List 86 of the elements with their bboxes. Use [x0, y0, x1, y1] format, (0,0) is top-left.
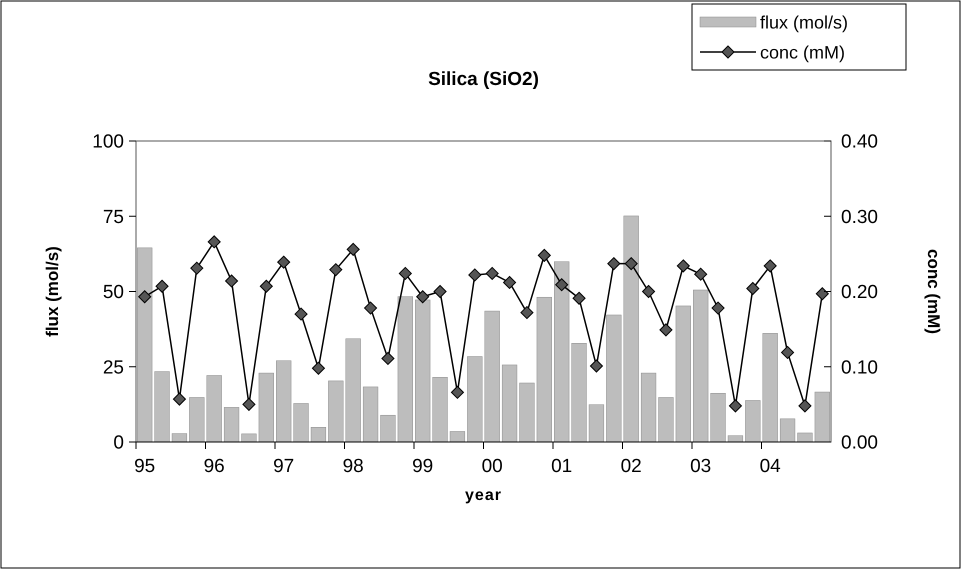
y2-tick-label: 0.30 [841, 206, 878, 228]
point [572, 292, 586, 305]
y-tick-label: 50 [102, 282, 124, 304]
bar [676, 306, 691, 442]
point [468, 268, 482, 282]
point [138, 290, 152, 304]
bar [624, 216, 639, 442]
point [486, 266, 499, 280]
point [728, 399, 742, 412]
point [450, 386, 464, 399]
point [642, 285, 656, 298]
point [434, 285, 447, 298]
y-tick-label: 100 [92, 132, 124, 153]
y2-tick-label: 0.10 [841, 357, 878, 378]
point [555, 278, 568, 292]
bar [693, 290, 708, 442]
bar [762, 333, 778, 442]
point [277, 256, 290, 269]
x-axis-title: year [465, 487, 502, 504]
y-tick-label: 75 [102, 206, 124, 228]
y2-tick-label: 0.20 [841, 282, 878, 304]
point [329, 263, 342, 276]
point [190, 262, 204, 275]
point [624, 257, 638, 270]
x-tick-label: 98 [342, 456, 364, 477]
x-tick-label: 95 [134, 456, 156, 477]
bar [415, 300, 430, 442]
bar [398, 296, 413, 442]
x-tick-label: 04 [760, 456, 782, 477]
x-tick-label: 02 [620, 456, 642, 477]
bar [328, 380, 344, 442]
point [659, 323, 672, 336]
bar [536, 296, 552, 442]
point [156, 280, 169, 293]
y2-tick-label: 0.40 [841, 132, 878, 153]
legend-label: flux (mol/s) [760, 12, 848, 32]
point [503, 276, 516, 289]
bar [276, 360, 292, 442]
point [398, 266, 412, 280]
y-axis-title: flux (mol/s) [43, 246, 62, 337]
bar [137, 248, 152, 442]
point [607, 257, 620, 270]
point [416, 290, 430, 304]
point [816, 287, 829, 300]
point [346, 242, 360, 256]
bar [258, 372, 274, 442]
bar [745, 400, 760, 442]
x-tick-label: 00 [482, 456, 503, 477]
x-tick-label: 97 [273, 456, 294, 477]
point [294, 308, 308, 321]
point [746, 282, 760, 295]
point [764, 259, 777, 272]
point [538, 248, 551, 262]
x-tick-label: 01 [551, 456, 572, 477]
bar [346, 338, 361, 442]
point [172, 392, 186, 406]
bar [814, 392, 830, 442]
point [312, 362, 325, 375]
y2-tick-label: 0.00 [841, 432, 878, 454]
point [676, 259, 690, 272]
point [381, 352, 394, 365]
point [520, 306, 534, 320]
x-tick-label: 99 [412, 456, 434, 477]
x-tick-label: 03 [690, 456, 712, 477]
bar [467, 356, 482, 442]
point [694, 268, 708, 281]
legend-label: conc (mM) [760, 42, 845, 62]
y-tick-label: 0 [113, 432, 124, 454]
point [242, 398, 256, 411]
chart-title: Silica (SiO2) [428, 69, 539, 90]
point [798, 399, 812, 412]
point [364, 302, 378, 315]
y2-axis-title: conc (mM) [924, 249, 943, 334]
point [781, 346, 794, 359]
bar [554, 261, 570, 442]
y-tick-label: 25 [102, 357, 124, 378]
point [712, 302, 725, 315]
bar [484, 310, 500, 442]
point [590, 360, 603, 372]
x-tick-label: 96 [204, 456, 225, 477]
bar [189, 397, 204, 442]
bar [206, 375, 222, 442]
point [208, 235, 221, 248]
point [225, 274, 238, 288]
bar [606, 314, 622, 442]
point [260, 280, 273, 293]
